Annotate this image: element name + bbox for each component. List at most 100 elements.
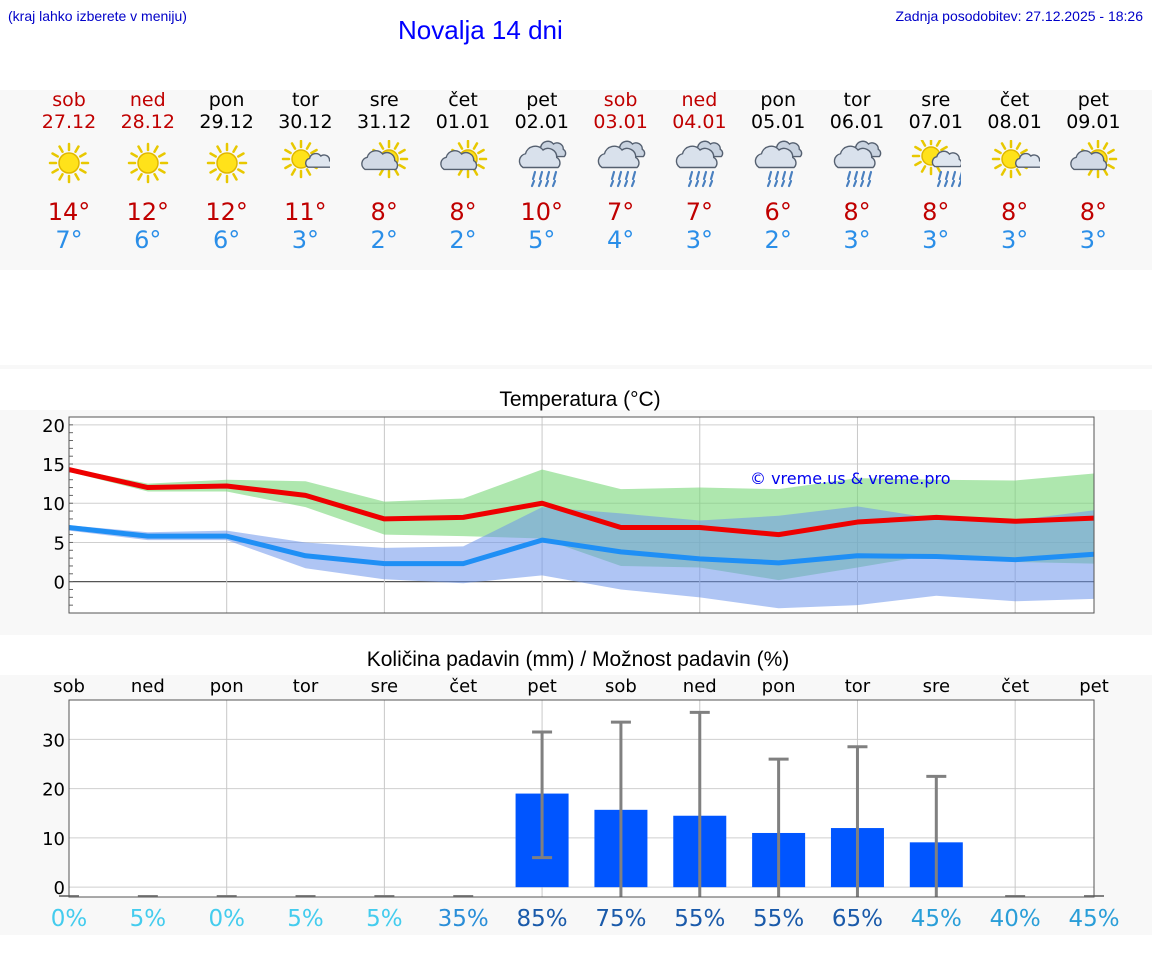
plot-frame	[68, 416, 1095, 614]
temp-min: 2°	[370, 226, 398, 254]
y-tick-label: 0	[54, 573, 65, 594]
sun-rays	[127, 142, 169, 184]
precip-probability-label: 85%	[517, 906, 568, 932]
sun-rays	[206, 142, 247, 184]
cloud-shape	[361, 150, 399, 171]
x-category-label: čet	[1001, 676, 1029, 697]
rain-drops	[845, 170, 873, 188]
precipitation-chart: sob ned pon tor sre čet pet sob ned pon tor sre čet p…	[42, 676, 1119, 932]
rain-cloud-icon	[754, 140, 803, 188]
x-category-label: čet	[449, 676, 477, 697]
day-name: sre	[921, 89, 951, 111]
day-date: 05.01	[750, 111, 806, 133]
sun-disc	[215, 152, 238, 174]
day-date: 04.01	[672, 111, 727, 133]
rain-cloud-icon	[833, 140, 882, 188]
sun-icon	[206, 142, 247, 184]
precip-probability-label: 5%	[366, 906, 403, 932]
cloud-shape	[518, 145, 561, 169]
separator-band	[0, 365, 1152, 369]
cloud-shape	[440, 150, 478, 171]
temp-min: 2°	[449, 226, 477, 254]
day-date: 02.01	[514, 111, 569, 133]
cloud-shape	[597, 145, 640, 169]
rain-cloud-icon	[518, 140, 567, 188]
rain-drops	[530, 170, 557, 188]
precip-error-bar	[532, 730, 553, 860]
temp-max: 6°	[764, 198, 792, 226]
temp-min: 3°	[291, 226, 320, 254]
day-date: 03.01	[593, 111, 648, 133]
y-tick-label: 0	[54, 878, 65, 899]
rain-cloud-icon	[676, 140, 724, 188]
temp-min: 5°	[528, 226, 556, 254]
precip-probability-label: 35%	[438, 906, 489, 932]
day-name: čet	[448, 89, 478, 111]
y-tick-label: 20	[42, 780, 65, 801]
cloud-shape	[1014, 152, 1040, 168]
sun-icon	[206, 142, 247, 184]
precip-probability-label: 45%	[911, 906, 962, 932]
temp-min: 2°	[764, 226, 792, 254]
precip-probability-label: 65%	[832, 906, 883, 932]
day-name: sob	[52, 89, 86, 111]
day-date: 31.12	[356, 111, 412, 133]
y-tick-label: 15	[42, 455, 65, 476]
precip-probability-label: 55%	[674, 906, 725, 932]
day-date: 27.12	[41, 111, 97, 133]
temp-max: 8°	[449, 198, 477, 226]
rain-drops	[936, 170, 961, 188]
temp-max: 12°	[126, 198, 170, 226]
x-category-label: sob	[53, 676, 85, 697]
temp-max: 8°	[1000, 198, 1029, 226]
sun-rays	[282, 140, 321, 179]
cloud-shape	[931, 150, 961, 168]
x-category-label: sre	[371, 676, 398, 697]
day-date: 30.12	[278, 111, 333, 133]
x-category-label: sre	[923, 676, 950, 697]
day-name: tor	[291, 89, 319, 111]
temp-max: 7°	[685, 198, 714, 226]
temp-max: 8°	[843, 198, 871, 226]
temp-max: 8°	[922, 198, 950, 226]
day-date: 29.12	[199, 111, 254, 133]
sun-disc	[137, 152, 159, 174]
precip-error-bar	[847, 745, 868, 897]
temp-min: 7°	[55, 226, 83, 254]
partly-cloudy-icon	[440, 140, 488, 179]
temp-min: 3°	[1000, 226, 1029, 254]
precip-error-bar	[926, 774, 947, 897]
day-date: 07.01	[908, 111, 963, 133]
day-date: 06.01	[829, 111, 885, 133]
day-name: pon	[760, 89, 797, 111]
temperature-chart: 0 5 10 15 20 © vreme.us & vreme.pro	[42, 416, 1095, 614]
rain-cloud-icon	[597, 140, 645, 188]
cloud-shape	[833, 145, 876, 169]
day-name: sre	[369, 89, 399, 111]
forecast-strip: sob 27.12 14° 7° ned 28.12 12° 6° pon 29.12 12° 6° t…	[0, 88, 1152, 270]
partly-cloudy-icon	[361, 140, 409, 179]
partly-cloudy-icon	[1070, 140, 1118, 179]
temp-min: 6°	[134, 226, 162, 254]
precip-probability-label: 5%	[130, 906, 167, 932]
x-category-label: pon	[210, 676, 244, 697]
rain-drops	[767, 170, 794, 188]
day-name: pon	[208, 89, 245, 111]
day-name: sob	[603, 89, 638, 111]
temp-max: 10°	[520, 198, 564, 226]
day-name: ned	[681, 89, 718, 111]
cloud-shape	[305, 152, 331, 168]
rain-cloud-icon	[518, 140, 567, 188]
last-update: Zadnja posodobitev: 27.12.2025 - 18:26	[895, 8, 1143, 24]
x-category-label: pon	[762, 676, 796, 697]
day-name: pet	[1077, 89, 1109, 111]
precip-probability-label: 5%	[287, 906, 324, 932]
x-category-label: tor	[293, 676, 319, 697]
precip-probability-label: 55%	[753, 906, 804, 932]
sun-icon	[48, 142, 90, 184]
day-name: tor	[843, 89, 871, 111]
sun-rain-cloud-icon	[911, 140, 961, 188]
temp-min: 4°	[606, 226, 635, 254]
precip-probability-label: 75%	[595, 906, 646, 932]
temp-min: 3°	[1079, 226, 1108, 254]
